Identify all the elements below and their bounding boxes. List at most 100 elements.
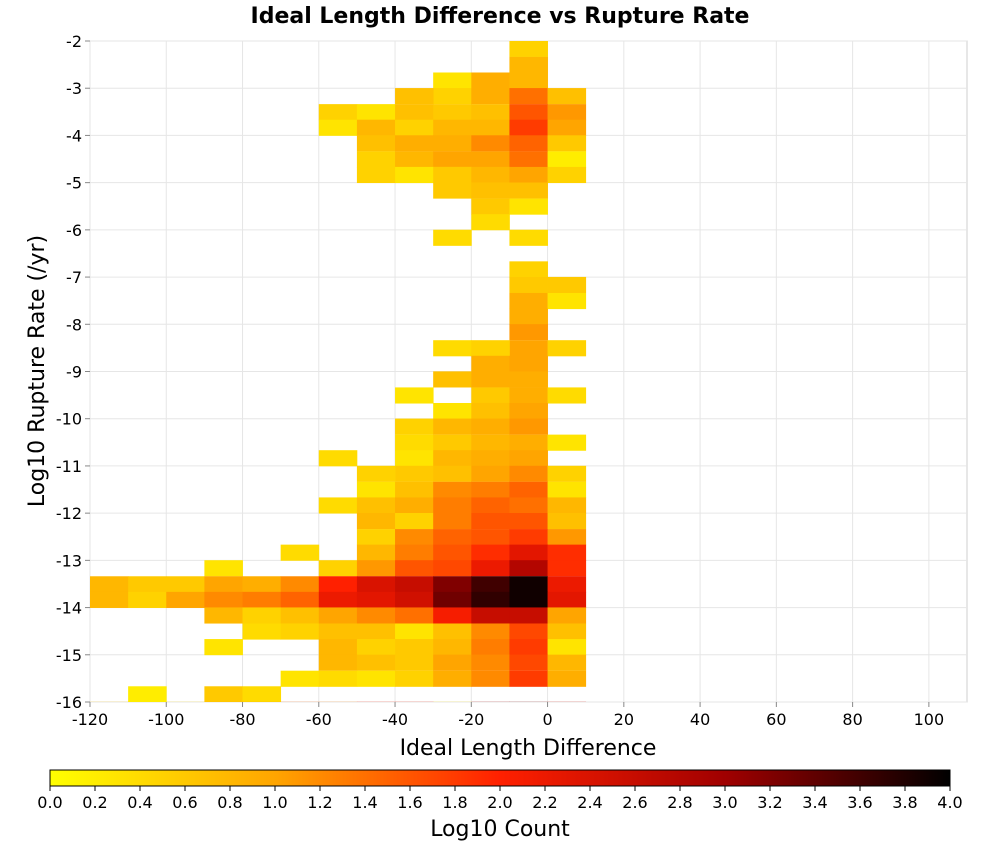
heatmap-cell xyxy=(395,119,434,136)
heatmap-cell xyxy=(509,276,548,294)
heatmap-cell xyxy=(280,701,320,702)
heatmap-cell xyxy=(280,591,320,608)
heatmap-cell xyxy=(90,591,129,608)
heatmap-cell xyxy=(318,639,358,656)
heatmap-cell xyxy=(433,560,472,577)
heatmap-cell xyxy=(280,544,320,561)
heatmap-cell xyxy=(128,591,167,608)
heatmap-cell xyxy=(433,639,472,656)
heatmap-cell xyxy=(471,623,510,640)
heatmap-cell xyxy=(395,639,434,656)
heatmap-cell xyxy=(204,686,243,702)
colorbar-tick-label: 0.4 xyxy=(127,793,152,812)
colorbar-label: Log10 Count xyxy=(430,817,570,842)
heatmap-cell xyxy=(433,591,472,608)
heatmap-cell xyxy=(509,324,548,341)
heatmap-cell xyxy=(547,576,587,593)
heatmap-cell xyxy=(547,591,587,608)
y-axis-label: Log10 Rupture Rate (/yr) xyxy=(25,235,50,507)
heatmap-cell xyxy=(204,639,243,656)
colorbar-tick-label: 3.4 xyxy=(802,793,827,812)
heatmap-cell xyxy=(509,591,548,608)
y-axis-ticks: -2 -3 -4 -5 -6 -7 -8 -9 -10 -11 -12 -13 -14 -15 -16 xyxy=(56,32,90,712)
heatmap-cell xyxy=(356,591,396,608)
heatmap-cell xyxy=(433,340,472,357)
heatmap-cell xyxy=(471,387,510,404)
heatmap-cell xyxy=(395,513,434,530)
x-tick-label: 100 xyxy=(914,710,945,729)
heatmap-cell xyxy=(471,450,510,467)
colorbar-tick-label: 2.6 xyxy=(622,793,647,812)
heatmap-cell xyxy=(471,670,510,687)
heatmap-cell xyxy=(433,166,472,184)
heatmap-cell xyxy=(395,576,434,593)
heatmap-cell xyxy=(204,591,243,608)
heatmap-cell xyxy=(471,607,510,624)
heatmap-cell xyxy=(433,623,472,640)
heatmap-cell xyxy=(509,450,548,467)
heatmap-cell xyxy=(204,576,243,593)
heatmap-cell xyxy=(395,544,434,561)
heatmap-cell xyxy=(509,72,548,89)
heatmap-cell xyxy=(509,513,548,530)
heatmap-cell xyxy=(471,166,510,184)
x-tick-label: -60 xyxy=(306,710,332,729)
heatmap-cell xyxy=(395,701,434,702)
heatmap-cell xyxy=(395,497,434,514)
heatmap-cell xyxy=(471,402,510,420)
heatmap-cell xyxy=(356,481,396,498)
heatmap-cell xyxy=(242,591,282,608)
heatmap-cell xyxy=(471,119,510,136)
heatmap-cell xyxy=(395,623,434,640)
heatmap-cell xyxy=(547,340,587,357)
y-tick-label: -9 xyxy=(66,363,82,382)
heatmap-cell xyxy=(395,418,434,435)
y-tick-label: -8 xyxy=(66,315,82,334)
heatmap-cell xyxy=(509,670,548,687)
x-tick-label: -80 xyxy=(229,710,255,729)
heatmap-cell xyxy=(471,135,510,152)
heatmap-cell xyxy=(471,72,510,89)
heatmap-cell xyxy=(204,607,243,624)
heatmap-cell xyxy=(242,701,282,702)
heatmap-cell xyxy=(433,104,472,121)
heatmap-cell xyxy=(395,135,434,152)
heatmap-cell xyxy=(509,576,548,593)
heatmap-cell xyxy=(471,639,510,656)
heatmap-cell xyxy=(471,104,510,121)
x-tick-label: -100 xyxy=(148,710,184,729)
heatmap-cell xyxy=(471,591,510,608)
x-tick-label: -40 xyxy=(382,710,408,729)
colorbar-tick-label: 4.0 xyxy=(937,793,962,812)
heatmap-cell xyxy=(90,576,129,593)
heatmap-cell xyxy=(509,355,548,372)
heatmap-cell xyxy=(509,292,548,310)
heatmap-cell xyxy=(166,701,205,702)
heatmap-cell xyxy=(509,41,548,57)
heatmap-cell xyxy=(547,135,587,152)
heatmap-cell xyxy=(547,104,587,121)
heatmap-cell xyxy=(509,119,548,136)
heatmap-cell xyxy=(356,639,396,656)
heatmap-cell xyxy=(509,104,548,121)
heatmap-cell xyxy=(318,670,358,687)
heatmap-cell xyxy=(356,119,396,136)
heatmap-cell xyxy=(356,465,396,482)
heatmap-cell xyxy=(242,686,282,702)
heatmap-cell xyxy=(509,623,548,640)
heatmap-cell xyxy=(433,402,472,420)
heatmap-cell xyxy=(166,591,205,608)
heatmap-cell xyxy=(547,560,587,577)
heatmap-cell xyxy=(509,560,548,577)
heatmap-cell xyxy=(433,576,472,593)
heatmap-cell xyxy=(547,465,587,482)
heatmap-cell xyxy=(509,182,548,199)
heatmap-cell xyxy=(356,701,396,702)
heatmap-cell xyxy=(433,544,472,561)
heatmap-cell xyxy=(509,701,548,702)
heatmap-cell xyxy=(204,560,243,577)
heatmap-cell xyxy=(356,104,396,121)
heatmap-cell xyxy=(509,198,548,215)
heatmap-cell xyxy=(356,544,396,561)
